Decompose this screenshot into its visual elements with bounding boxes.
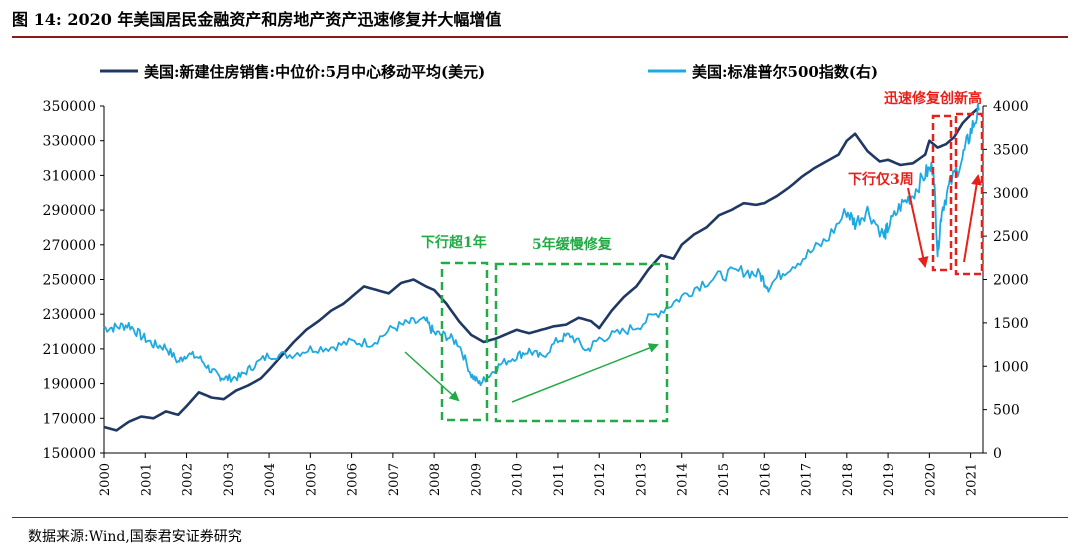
x-tick-label: 2012 [593, 463, 608, 496]
right-tick-label: 3500 [993, 142, 1029, 158]
x-tick-label: 2005 [304, 463, 319, 496]
x-tick-label: 2000 [98, 463, 113, 496]
x-tick-label: 2018 [841, 463, 856, 496]
right-tick-label: 3000 [993, 186, 1029, 202]
left-tick-label: 150000 [43, 446, 96, 462]
x-axis-ticks: 2000 2001 2002 2003 2004 2005 2006 2007 2008 2009… [98, 453, 980, 496]
left-tick-label: 210000 [43, 342, 96, 358]
x-tick-label: 2009 [469, 463, 484, 496]
chart: 美国:新建住房销售:中位价:5月中心移动平均(美元) 美国:标准普尔500指数(… [43, 63, 1029, 496]
annotation-box-covid-recovery [954, 112, 984, 276]
annotation-label-covid-recovery: 迅速修复创新高 [884, 90, 982, 107]
arrow-covid-decline [907, 187, 929, 268]
right-tick-label: 0 [993, 446, 1002, 462]
legend-label-left-series: 美国:新建住房销售:中位价:5月中心移动平均(美元) [144, 63, 485, 81]
x-tick-label: 2017 [800, 463, 815, 496]
x-tick-label: 2016 [758, 463, 773, 496]
series-line-left [103, 106, 980, 432]
legend-label-right-series: 美国:标准普尔500指数(右) [692, 63, 878, 81]
left-axis-ticks: 150000 170000 190000 210000 230000 250000 2700… [43, 99, 104, 462]
right-tick-label: 1000 [993, 359, 1029, 375]
x-tick-label: 2013 [634, 463, 649, 496]
legend: 美国:新建住房销售:中位价:5月中心移动平均(美元) 美国:标准普尔500指数(… [100, 63, 878, 81]
right-tick-label: 2500 [993, 229, 1029, 245]
x-tick-label: 2006 [346, 463, 361, 496]
x-tick-label: 2008 [428, 463, 443, 496]
left-tick-label: 310000 [43, 168, 96, 184]
arrow-recovery [511, 343, 659, 403]
left-tick-label: 250000 [43, 273, 96, 289]
left-tick-label: 330000 [43, 134, 96, 150]
annotation-label-covid-decline: 下行仅3周 [848, 171, 914, 188]
right-tick-label: 500 [993, 403, 1020, 419]
left-tick-label: 230000 [43, 307, 96, 323]
left-tick-label: 170000 [43, 411, 96, 427]
arrow-covid-recovery [963, 174, 982, 263]
x-tick-label: 2019 [882, 463, 897, 496]
x-tick-label: 2007 [387, 463, 402, 496]
left-tick-label: 290000 [43, 203, 96, 219]
x-tick-label: 2015 [717, 463, 732, 496]
series-line-right [103, 103, 980, 387]
annotation-box-decline-2008 [440, 261, 489, 422]
left-tick-label: 350000 [43, 99, 96, 115]
annotation-label-decline-2008: 下行超1年 [421, 234, 487, 251]
x-tick-label: 2010 [511, 463, 526, 496]
left-tick-label: 270000 [43, 238, 96, 254]
annotation-label-recovery: 5年缓慢修复 [532, 236, 613, 253]
source-note: 数据来源:Wind,国泰君安证券研究 [28, 529, 242, 545]
right-tick-label: 1500 [993, 316, 1029, 332]
annotation-box-covid-decline [931, 114, 953, 272]
x-tick-label: 2003 [222, 463, 237, 496]
source-rule [12, 517, 1068, 518]
annotations: 下行超1年 5年缓慢修复 下行仅3周 迅速修复创新高 [404, 90, 984, 423]
left-tick-label: 190000 [43, 377, 96, 393]
right-tick-label: 2000 [993, 273, 1029, 289]
x-tick-label: 2020 [923, 463, 938, 496]
x-tick-label: 2011 [552, 463, 567, 496]
axes [103, 106, 984, 454]
annotation-box-recovery [494, 262, 669, 423]
right-tick-label: 4000 [993, 99, 1029, 115]
x-tick-label: 2021 [965, 463, 980, 496]
figure-title: 图 14: 2020 年美国居民金融资产和房地产资产迅速修复并大幅增值 [12, 10, 502, 29]
x-tick-label: 2001 [139, 463, 154, 496]
x-tick-label: 2004 [263, 463, 278, 496]
title-rule [12, 36, 1068, 38]
arrow-decline-2008 [404, 351, 460, 402]
x-tick-label: 2014 [676, 463, 691, 496]
x-tick-label: 2002 [181, 463, 196, 496]
right-axis-ticks: 0 500 1000 1500 2000 2500 3000 3500 4000 [983, 99, 1029, 462]
